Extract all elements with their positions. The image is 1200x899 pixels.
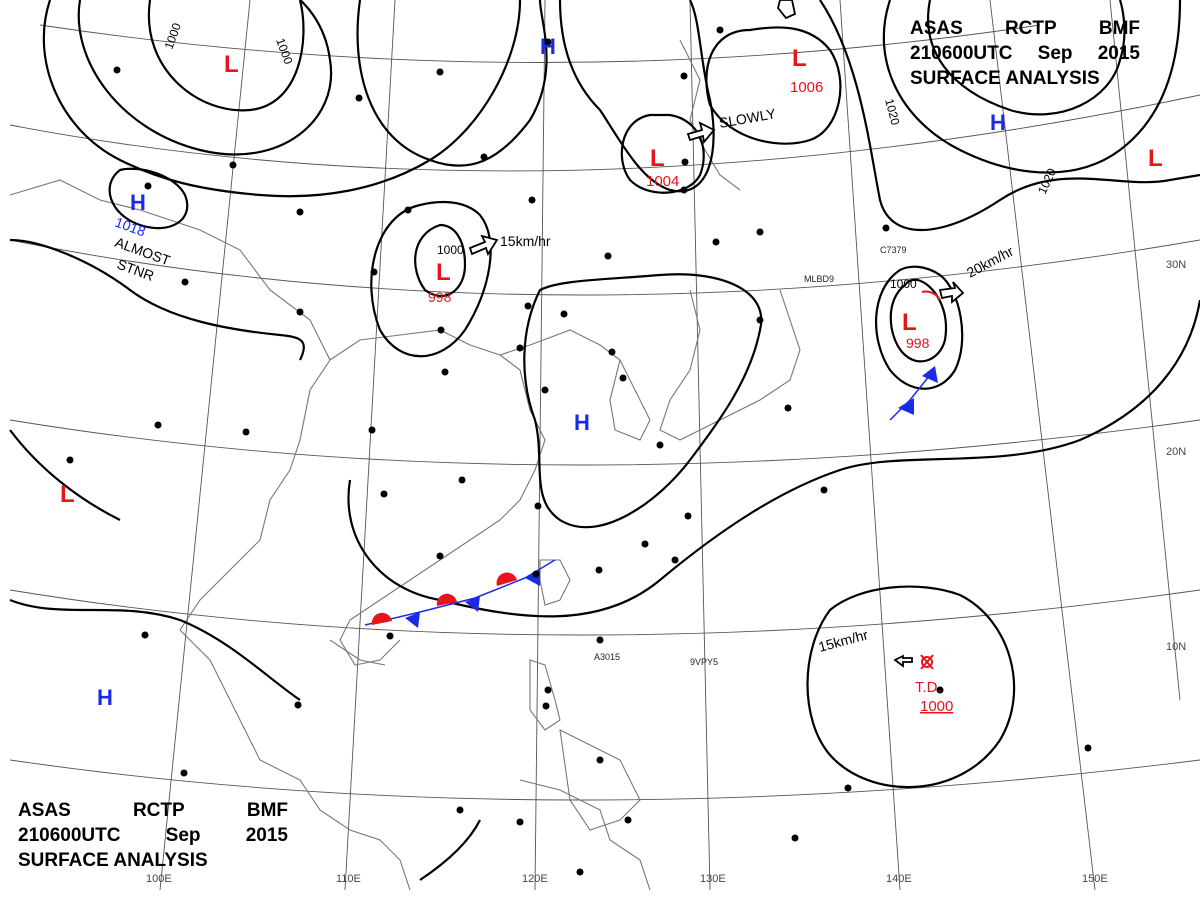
high-center: H: [130, 190, 146, 215]
low-pressure-value: 1004: [646, 173, 679, 190]
header-code: RCTP: [1004, 18, 1057, 39]
low-pressure-value: 998: [906, 335, 930, 351]
isobar-label: 1000: [437, 243, 464, 257]
warm-front-symbol: [496, 572, 517, 586]
header-code: BMF: [1098, 18, 1140, 39]
low-center: L: [1148, 145, 1163, 172]
lon-label: 110E: [336, 873, 361, 885]
lon-label: 100E: [146, 873, 172, 885]
header-valid: Sep: [1037, 43, 1073, 64]
callsign: C7379: [880, 245, 907, 255]
ship-callsigns: A3015 9VPY5 C7379 MLBD9: [594, 245, 907, 667]
callsign: MLBD9: [804, 274, 834, 284]
isobar-label: 1020: [882, 97, 903, 127]
motion-label: 15km/hr: [500, 233, 551, 249]
high-center: H: [540, 34, 556, 59]
typhoon-front: [889, 290, 941, 421]
motion-labels: 15km/hr SLOWLY 20km/hr 15km/hr ALMOST ST…: [113, 105, 1016, 655]
cold-front-symbol: [405, 612, 420, 628]
td-symbol: [920, 654, 934, 670]
low-center: L: [60, 481, 75, 508]
high-center: H: [574, 410, 590, 435]
longitude-lines: [159, 0, 1181, 891]
map-header-bottom: ASAS RCTP BMF 210600UTC Sep 2015 SURFACE…: [18, 798, 288, 873]
header-product: SURFACE ANALYSIS: [910, 68, 1100, 89]
latitude-lines: [9, 24, 1200, 801]
pressure-systems: L L 1006 L 1004 L 998 L 998 L L H H 1018…: [60, 34, 1163, 710]
low-center: L: [902, 309, 917, 336]
low-center: L: [436, 259, 451, 286]
low-center: L: [224, 51, 239, 78]
cold-front-symbol: [898, 398, 914, 415]
isobar-label: 1020: [1035, 166, 1059, 196]
motion-arrows: [468, 0, 965, 668]
lon-label: 130E: [700, 873, 726, 885]
isobar-label: 1000: [273, 36, 295, 66]
td-pressure: 1000: [920, 698, 953, 715]
graticule-labels: 30N 20N 10N 100E 110E 120E 130E 140E 150…: [146, 259, 1186, 885]
callsign: 9VPY5: [690, 657, 718, 667]
isobars: [9, 0, 1200, 881]
coastlines: [9, 39, 801, 891]
map-header-top: ASAS RCTP BMF 210600UTC Sep 2015 SURFACE…: [910, 16, 1140, 91]
high-center: H: [97, 685, 113, 710]
lon-label: 120E: [522, 873, 548, 885]
station-plots: [66, 26, 1092, 876]
lon-label: 140E: [886, 873, 912, 885]
callsign: A3015: [594, 652, 620, 662]
lat-label: 30N: [1166, 259, 1186, 271]
tropical-depression: T.D. 1000: [915, 679, 953, 715]
cold-front-symbol: [465, 596, 480, 612]
motion-label: SLOWLY: [718, 105, 778, 131]
header-valid: Sep: [165, 825, 201, 846]
high-center: H: [990, 110, 1006, 135]
header-code: ASAS: [18, 800, 71, 821]
header-product: SURFACE ANALYSIS: [18, 850, 208, 871]
header-valid: 2015: [1097, 43, 1140, 64]
header-code: BMF: [246, 800, 288, 821]
lat-label: 20N: [1166, 446, 1186, 458]
low-center: L: [792, 45, 807, 72]
lat-label: 10N: [1166, 641, 1186, 653]
header-valid: 2015: [245, 825, 288, 846]
td-label: T.D.: [915, 679, 942, 696]
cold-front-symbol: [922, 366, 938, 383]
low-pressure-value: 1006: [790, 79, 823, 96]
motion-label: 20km/hr: [964, 243, 1016, 281]
isobar-label: 1000: [162, 21, 184, 51]
warm-front-symbol: [436, 593, 457, 606]
low-center: L: [650, 145, 665, 172]
header-code: ASAS: [910, 18, 963, 39]
isobar-label: 1000: [890, 277, 917, 291]
stationary-front: [364, 559, 556, 628]
header-valid: 210600UTC: [18, 825, 121, 846]
header-code: RCTP: [132, 800, 185, 821]
motion-label: 15km/hr: [817, 626, 870, 655]
header-valid: 210600UTC: [910, 43, 1013, 64]
lon-label: 150E: [1082, 873, 1108, 885]
warm-front-symbol: [371, 612, 392, 625]
low-pressure-value: 998: [428, 289, 452, 305]
